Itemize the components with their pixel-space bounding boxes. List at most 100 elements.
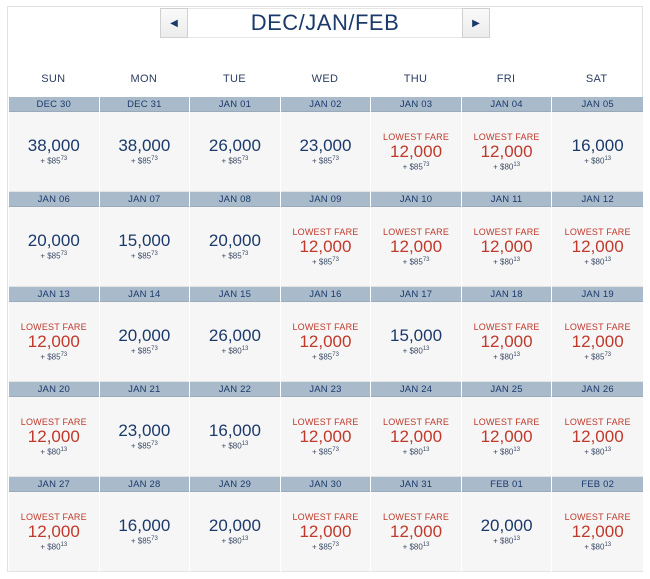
day-cell[interactable]: JAN 24 LOWEST FARE 12,000 + $8013 xyxy=(371,382,462,477)
caret-right-icon: ▶ xyxy=(472,17,480,29)
day-cell[interactable]: JAN 01 26,000 + $8573 xyxy=(190,97,281,192)
day-cell[interactable]: JAN 13 LOWEST FARE 12,000 + $8573 xyxy=(9,287,100,382)
fee-amount: + $8013 xyxy=(221,346,248,356)
next-month-button[interactable]: ▶ xyxy=(462,8,490,38)
calendar-week-row: JAN 20 LOWEST FARE 12,000 + $8013 JAN 21 23,0… xyxy=(9,382,643,477)
fee-dollars: 80 xyxy=(504,162,514,172)
prev-month-button[interactable]: ◀ xyxy=(160,8,188,38)
fee-cents: 13 xyxy=(604,446,612,453)
day-date-label: FEB 02 xyxy=(552,477,643,492)
fee-amount: + $8013 xyxy=(493,536,520,546)
day-cell[interactable]: JAN 22 16,000 + $8013 xyxy=(190,382,281,477)
weekday-label: FRI xyxy=(496,73,516,85)
fee-amount: + $8013 xyxy=(584,257,611,267)
fare-info: LOWEST FARE 12,000 + $8573 xyxy=(371,112,461,192)
day-date-label: FEB 01 xyxy=(461,477,552,492)
fee-dollars: 80 xyxy=(232,441,242,451)
day-cell[interactable]: JAN 03 LOWEST FARE 12,000 + $8573 xyxy=(371,97,462,192)
weekday-label: TUE xyxy=(222,73,246,85)
calendar-week-row: JAN 27 LOWEST FARE 12,000 + $8013 JAN 28 16,0… xyxy=(9,477,643,572)
fare-info: 15,000 + $8013 xyxy=(371,302,461,382)
fare-info: 23,000 + $8573 xyxy=(280,112,371,192)
day-cell[interactable]: JAN 25 LOWEST FARE 12,000 + $8013 xyxy=(461,382,553,477)
day-cell[interactable]: JAN 09 LOWEST FARE 12,000 + $8573 xyxy=(280,192,372,287)
fee-dollars: 85 xyxy=(323,447,333,457)
miles-amount: 12,000 xyxy=(571,236,624,256)
fee-prefix: + $ xyxy=(40,447,52,457)
miles-amount: 16,000 xyxy=(208,421,261,441)
day-cell[interactable]: JAN 16 LOWEST FARE 12,000 + $8573 xyxy=(280,287,372,382)
lowest-fare-badge: LOWEST FARE xyxy=(20,416,87,427)
fee-prefix: + $ xyxy=(312,352,324,362)
fee-amount: + $8573 xyxy=(131,346,158,356)
day-cell[interactable]: JAN 20 LOWEST FARE 12,000 + $8013 xyxy=(9,382,100,477)
day-cell[interactable]: JAN 08 20,000 + $8573 xyxy=(190,192,281,287)
fee-prefix: + $ xyxy=(221,156,233,166)
fare-info: LOWEST FARE 12,000 + $8013 xyxy=(552,207,643,287)
day-cell[interactable]: FEB 02 LOWEST FARE 12,000 + $8013 xyxy=(552,477,643,572)
miles-amount: 38,000 xyxy=(118,136,171,156)
day-cell[interactable]: JAN 30 LOWEST FARE 12,000 + $8573 xyxy=(280,477,372,572)
fee-cents: 73 xyxy=(332,156,339,163)
day-cell[interactable]: JAN 23 LOWEST FARE 12,000 + $8573 xyxy=(280,382,372,477)
day-cell[interactable]: JAN 19 LOWEST FARE 12,000 + $8573 xyxy=(552,287,643,382)
fee-prefix: + $ xyxy=(312,257,324,267)
day-date-label: JAN 27 xyxy=(9,477,99,492)
day-cell[interactable]: JAN 15 26,000 + $8013 xyxy=(190,287,281,382)
fare-info: 15,000 + $8573 xyxy=(99,207,190,287)
day-date-label: JAN 19 xyxy=(552,287,643,302)
day-cell[interactable]: DEC 31 38,000 + $8573 xyxy=(99,97,191,192)
fee-cents: 13 xyxy=(604,541,612,548)
fee-prefix: + $ xyxy=(40,542,52,552)
day-cell[interactable]: DEC 30 38,000 + $8573 xyxy=(9,97,100,192)
fee-prefix: + $ xyxy=(130,346,143,356)
day-cell[interactable]: JAN 05 16,000 + $8013 xyxy=(552,97,643,192)
day-cell[interactable]: JAN 06 20,000 + $8573 xyxy=(9,192,100,287)
fee-prefix: + $ xyxy=(493,257,505,267)
fare-info: 38,000 + $8573 xyxy=(99,112,190,192)
day-cell[interactable]: JAN 26 LOWEST FARE 12,000 + $8013 xyxy=(552,382,643,477)
weekday-label: MON xyxy=(130,73,158,85)
day-date-label: JAN 02 xyxy=(280,97,371,112)
day-cell[interactable]: JAN 14 20,000 + $8573 xyxy=(99,287,191,382)
day-cell[interactable]: JAN 10 LOWEST FARE 12,000 + $8573 xyxy=(371,192,462,287)
day-cell[interactable]: FEB 01 20,000 + $8013 xyxy=(461,477,553,572)
day-cell[interactable]: JAN 11 LOWEST FARE 12,000 + $8013 xyxy=(461,192,553,287)
day-cell[interactable]: JAN 29 20,000 + $8013 xyxy=(190,477,281,572)
day-cell[interactable]: JAN 18 LOWEST FARE 12,000 + $8013 xyxy=(461,287,553,382)
fee-amount: + $8573 xyxy=(403,162,430,172)
day-cell[interactable]: JAN 21 23,000 + $8573 xyxy=(99,382,191,477)
month-navigator: ◀ DEC/JAN/FEB ▶ xyxy=(160,8,490,38)
fee-prefix: + $ xyxy=(130,536,143,546)
miles-amount: 12,000 xyxy=(390,236,443,256)
fee-dollars: 80 xyxy=(232,346,242,356)
miles-amount: 12,000 xyxy=(27,521,80,541)
day-cell[interactable]: JAN 27 LOWEST FARE 12,000 + $8013 xyxy=(9,477,100,572)
day-cell[interactable]: JAN 12 LOWEST FARE 12,000 + $8013 xyxy=(552,192,643,287)
fee-dollars: 80 xyxy=(595,156,605,166)
fee-cents: 73 xyxy=(422,161,430,168)
fee-dollars: 80 xyxy=(504,257,514,267)
miles-amount: 12,000 xyxy=(27,426,80,446)
day-date-label: JAN 21 xyxy=(99,382,190,397)
day-cell[interactable]: JAN 17 15,000 + $8013 xyxy=(371,287,462,382)
day-date-label: JAN 06 xyxy=(9,192,99,207)
day-cell[interactable]: JAN 02 23,000 + $8573 xyxy=(280,97,372,192)
day-cell[interactable]: JAN 04 LOWEST FARE 12,000 + $8013 xyxy=(461,97,553,192)
day-cell[interactable]: JAN 28 16,000 + $8573 xyxy=(99,477,191,572)
fee-dollars: 85 xyxy=(142,156,152,166)
day-cell[interactable]: JAN 31 LOWEST FARE 12,000 + $8013 xyxy=(371,477,462,572)
lowest-fare-badge: LOWEST FARE xyxy=(473,131,540,142)
fee-amount: + $8013 xyxy=(584,447,611,457)
lowest-fare-badge: LOWEST FARE xyxy=(564,226,631,237)
fee-cents: 73 xyxy=(332,256,339,263)
lowest-fare-badge: LOWEST FARE xyxy=(564,511,631,522)
fee-prefix: + $ xyxy=(130,441,143,451)
fee-cents: 13 xyxy=(422,541,430,548)
day-cell[interactable]: JAN 07 15,000 + $8573 xyxy=(99,192,191,287)
weekday-label: WED xyxy=(311,73,339,85)
day-date-label: JAN 25 xyxy=(461,382,552,397)
fee-amount: + $8013 xyxy=(584,542,611,552)
lowest-fare-badge: LOWEST FARE xyxy=(292,511,359,522)
day-date-label: JAN 24 xyxy=(371,382,461,397)
